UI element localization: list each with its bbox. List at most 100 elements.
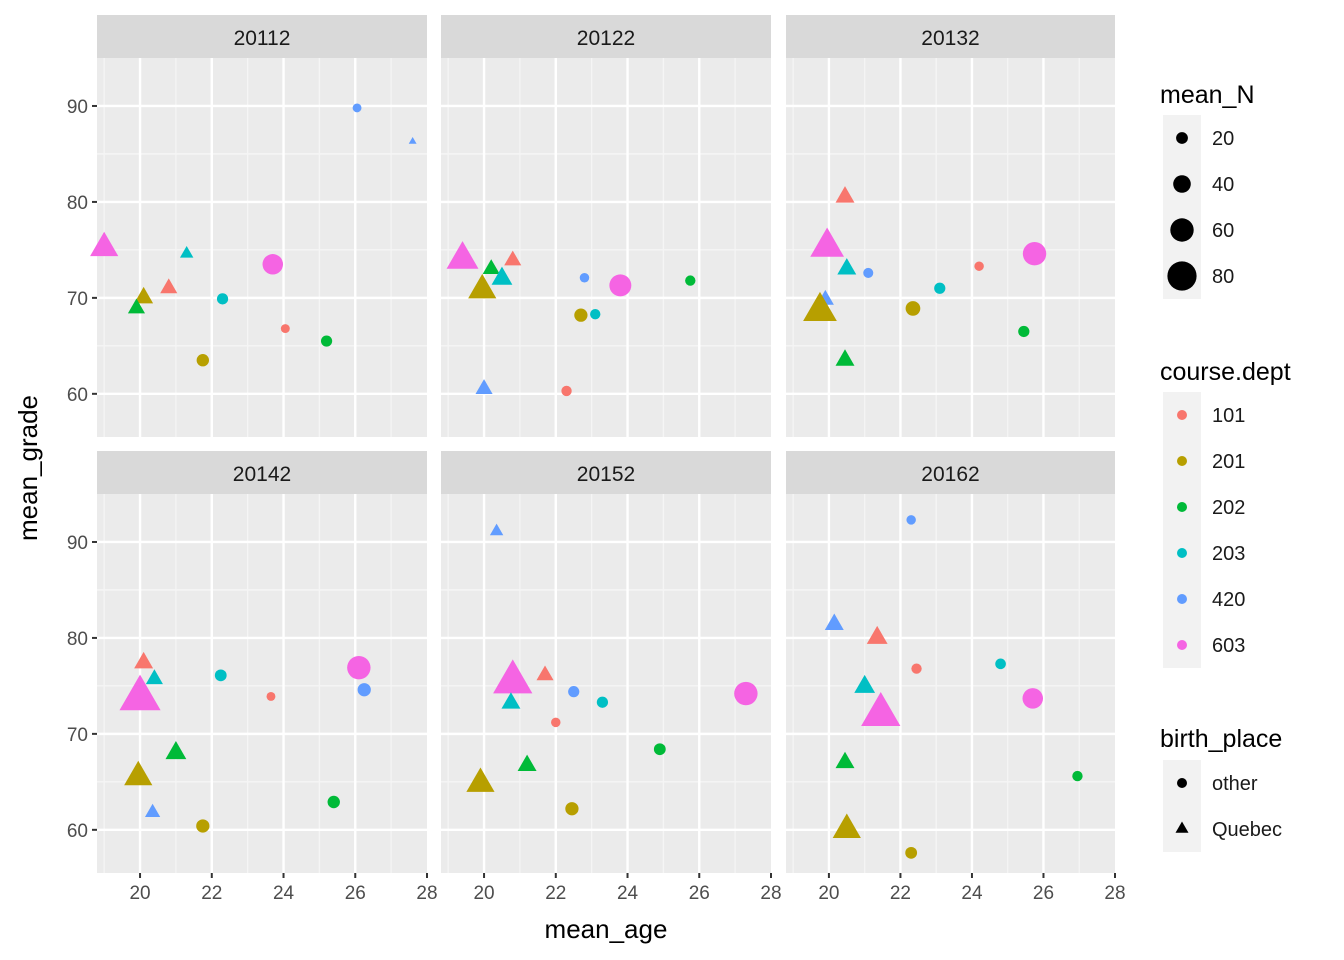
legend-shape-key [1175, 821, 1189, 833]
data-point-dept-420 [144, 803, 161, 817]
data-point-dept-201 [124, 760, 153, 786]
data-point-dept-101 [551, 717, 561, 728]
legend-color-key [1177, 640, 1187, 650]
legend-color-label: 203 [1212, 543, 1245, 565]
data-point-dept-202 [835, 349, 855, 366]
x-tick-label: 20 [129, 883, 150, 904]
data-point-dept-101 [504, 250, 522, 266]
data-point-dept-203 [837, 258, 857, 275]
data-point-dept-201 [565, 802, 579, 816]
facet-strip [786, 451, 1115, 494]
data-point-dept-203 [854, 674, 876, 693]
data-point-dept-202 [320, 335, 333, 347]
legend-color-label: 101 [1212, 405, 1245, 427]
data-point-dept-201 [196, 819, 210, 833]
data-point-dept-202 [165, 741, 187, 760]
legend-color-keys: 101 201 202 203 420 603 [1163, 392, 1245, 668]
legend-size-label: 20 [1212, 128, 1234, 150]
legend-size-label: 80 [1212, 266, 1234, 288]
data-point-dept-603 [262, 254, 284, 275]
data-point-dept-203 [179, 246, 194, 258]
legend-color-key [1177, 548, 1187, 558]
facet-panel-20112: 20112 60 70 80 90 [67, 15, 427, 437]
data-point-dept-420 [863, 267, 874, 278]
legend-size-key [1173, 175, 1191, 193]
x-tick-label: 28 [416, 883, 437, 904]
panel-background [786, 494, 1115, 873]
legend-color-key [1177, 502, 1187, 512]
data-point-dept-603 [90, 231, 119, 257]
x-tick-label: 26 [689, 883, 710, 904]
y-tick-label: 60 [67, 385, 88, 406]
data-point-dept-202 [127, 298, 146, 314]
data-point-dept-101 [266, 692, 276, 701]
x-tick-label: 22 [890, 883, 911, 904]
facet-strip-label: 20152 [577, 463, 635, 486]
legend-color-key [1177, 410, 1187, 420]
data-point-dept-202 [1072, 770, 1083, 782]
data-point-dept-202 [482, 259, 500, 275]
legend-color-title: course.dept [1160, 358, 1291, 386]
data-point-dept-202 [653, 743, 666, 756]
y-tick-label: 90 [67, 97, 88, 118]
legend-size-key [1170, 218, 1194, 242]
y-tick-label: 80 [67, 629, 88, 650]
facet-grid: 20112 60 70 80 90 20122 20132 20142 60 70 80 90 20 22… [67, 15, 1126, 904]
legend-shape-title: birth_place [1160, 725, 1282, 753]
data-point-dept-101 [134, 651, 154, 669]
data-point-dept-202 [1018, 325, 1030, 338]
data-point-dept-101 [866, 625, 888, 644]
x-tick-label: 28 [1104, 883, 1125, 904]
x-axis-title: mean_age [545, 914, 668, 944]
data-point-dept-603 [446, 241, 479, 269]
y-tick-label: 70 [67, 725, 88, 746]
data-point-dept-603 [734, 681, 758, 706]
panel-background [441, 494, 771, 873]
data-point-dept-203 [596, 696, 609, 708]
y-tick-label: 60 [67, 821, 88, 842]
x-tick-label: 24 [961, 883, 983, 904]
y-tick-label: 80 [67, 193, 88, 214]
data-point-dept-203 [214, 669, 227, 682]
legend-color-key [1177, 594, 1187, 604]
y-tick-label: 90 [67, 533, 88, 554]
x-tick-label: 26 [345, 883, 366, 904]
data-point-dept-603 [119, 674, 161, 711]
x-tick-label: 28 [760, 883, 781, 904]
data-point-dept-203 [590, 309, 601, 320]
data-point-dept-201 [905, 846, 918, 859]
legend-color-label: 603 [1212, 635, 1245, 657]
data-point-dept-101 [911, 663, 922, 674]
data-point-dept-420 [906, 515, 916, 525]
legend-shape-label: other [1212, 773, 1258, 795]
legend-color-label: 201 [1212, 451, 1245, 473]
data-point-dept-201 [905, 301, 921, 316]
data-point-dept-201 [574, 308, 588, 322]
data-point-dept-420 [352, 103, 362, 113]
data-point-dept-202 [327, 795, 340, 809]
legend-size-keys: 20 40 60 80 [1163, 115, 1234, 299]
legend-size-label: 60 [1212, 220, 1234, 242]
x-tick-label: 22 [545, 883, 566, 904]
data-point-dept-201 [803, 291, 837, 322]
legend-size-key [1176, 132, 1188, 144]
legend-size-title: mean_N [1160, 81, 1255, 109]
data-point-dept-101 [561, 385, 572, 397]
data-point-dept-101 [974, 261, 984, 271]
facet-panel-20132: 20132 [786, 15, 1115, 437]
facet-strip-label: 20162 [921, 463, 979, 486]
data-point-dept-201 [134, 286, 154, 304]
data-point-dept-201 [466, 767, 495, 792]
legend: mean_N course.dept birth_place 20406080 … [1160, 81, 1291, 852]
data-point-dept-203 [216, 293, 229, 305]
panel-background [441, 58, 771, 437]
facet-panel-20162: 20162 20 22 24 26 28 [786, 451, 1126, 904]
legend-color-key [1177, 456, 1187, 466]
legend-color-label: 202 [1212, 497, 1245, 519]
data-point-dept-420 [475, 379, 493, 394]
y-tick-label: 70 [67, 289, 88, 310]
data-point-dept-202 [835, 751, 855, 769]
facet-strip [97, 451, 427, 494]
facet-strip-label: 20132 [921, 27, 979, 50]
data-point-dept-101 [536, 665, 554, 681]
